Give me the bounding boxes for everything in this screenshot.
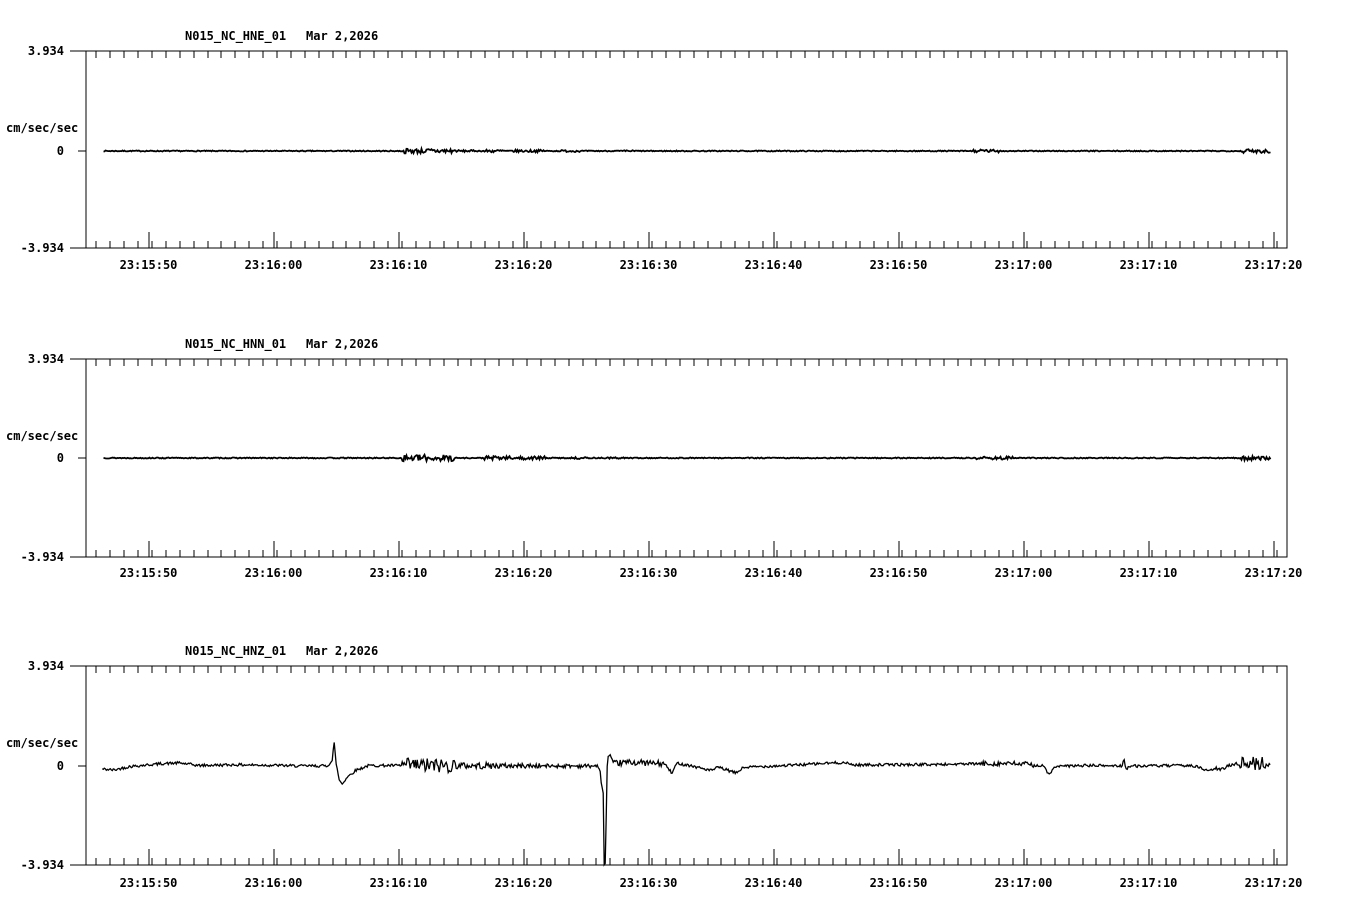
x-tick-label: 23:17:00	[994, 258, 1053, 272]
y-min-label: -3.934	[20, 550, 64, 564]
axis-frame-hnz	[70, 665, 1288, 866]
x-tick-label: 23:17:00	[994, 566, 1053, 580]
panel-title-hnn: N015_NC_HNN_01	[185, 337, 287, 351]
waveform-trace-hnn	[103, 452, 1272, 464]
y-unit-label: cm/sec/sec	[6, 429, 79, 443]
axis-frame-hnn	[70, 358, 1288, 558]
x-tick-label: 23:16:50	[869, 566, 928, 580]
x-tick-label: 23:16:30	[619, 566, 678, 580]
waveform-trace-hne	[103, 145, 1271, 156]
x-tick-label: 23:16:10	[369, 258, 428, 272]
y-max-label: 3.934	[27, 44, 64, 58]
y-unit-label: cm/sec/sec	[6, 736, 79, 750]
x-tick-label: 23:17:10	[1119, 876, 1178, 890]
x-tick-label: 23:17:10	[1119, 566, 1178, 580]
panel-date-hnn: Mar 2,2026	[306, 337, 379, 351]
x-tick-label: 23:17:20	[1244, 258, 1303, 272]
x-tick-label: 23:15:50	[119, 876, 178, 890]
x-tick-label: 23:17:20	[1244, 566, 1303, 580]
x-tick-label: 23:16:10	[369, 876, 428, 890]
panel-title-hne: N015_NC_HNE_01	[185, 29, 287, 43]
y-zero-label: 0	[56, 144, 64, 158]
x-tick-label: 23:16:20	[494, 566, 553, 580]
x-tick-label: 23:16:30	[619, 876, 678, 890]
y-max-label: 3.934	[27, 352, 64, 366]
x-tick-label: 23:16:00	[244, 566, 303, 580]
y-min-label: -3.934	[20, 241, 64, 255]
y-zero-label: 0	[56, 759, 64, 773]
y-unit-label: cm/sec/sec	[6, 121, 79, 135]
x-tick-label: 23:17:20	[1244, 876, 1303, 890]
panel-date-hnz: Mar 2,2026	[306, 644, 379, 658]
panel-title-hnz: N015_NC_HNZ_01	[185, 644, 287, 658]
x-tick-label: 23:16:30	[619, 258, 678, 272]
y-zero-label: 0	[56, 451, 64, 465]
x-tick-label: 23:15:50	[119, 566, 178, 580]
waveform-trace-hnz	[101, 742, 1271, 867]
x-tick-label: 23:15:50	[119, 258, 178, 272]
x-tick-label: 23:16:40	[744, 876, 803, 890]
y-max-label: 3.934	[27, 659, 64, 673]
x-tick-label: 23:17:10	[1119, 258, 1178, 272]
x-tick-label: 23:16:20	[494, 876, 553, 890]
x-tick-label: 23:16:40	[744, 566, 803, 580]
x-tick-label: 23:16:50	[869, 258, 928, 272]
x-tick-label: 23:16:50	[869, 876, 928, 890]
x-tick-label: 23:16:00	[244, 258, 303, 272]
x-tick-label: 23:16:40	[744, 258, 803, 272]
x-tick-label: 23:17:00	[994, 876, 1053, 890]
panel-date-hne: Mar 2,2026	[306, 29, 379, 43]
axis-frame-hne	[70, 50, 1288, 249]
y-min-label: -3.934	[20, 858, 64, 872]
x-tick-label: 23:16:10	[369, 566, 428, 580]
x-tick-label: 23:16:00	[244, 876, 303, 890]
x-tick-label: 23:16:20	[494, 258, 553, 272]
